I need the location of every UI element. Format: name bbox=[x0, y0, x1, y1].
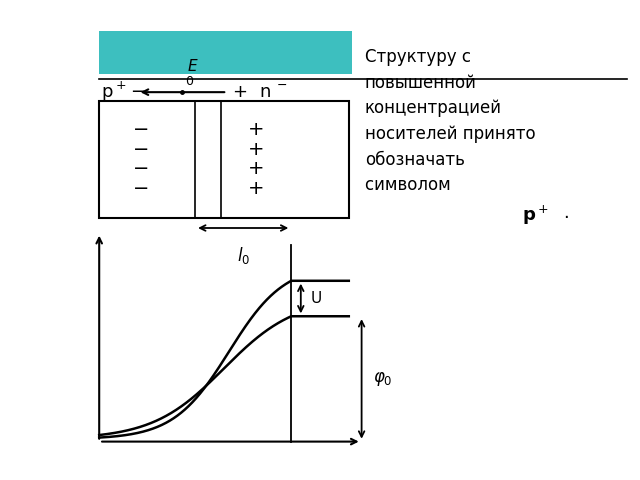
Text: +: + bbox=[248, 159, 264, 179]
Text: Структуру с
повышенной
концентрацией
носителей принято
обозначать
символом: Структуру с повышенной концентрацией нос… bbox=[365, 48, 536, 194]
Text: +: + bbox=[248, 179, 264, 198]
Text: p: p bbox=[101, 83, 113, 101]
Text: −: − bbox=[276, 79, 287, 93]
Text: +: + bbox=[116, 79, 127, 93]
Text: −: − bbox=[132, 159, 149, 179]
Text: 0: 0 bbox=[186, 75, 193, 88]
Text: E: E bbox=[187, 60, 197, 74]
Text: $l_0$: $l_0$ bbox=[237, 245, 250, 266]
Text: −: − bbox=[132, 120, 149, 139]
Text: −: − bbox=[130, 83, 145, 101]
Bar bbox=[99, 31, 352, 74]
Text: U: U bbox=[310, 291, 322, 306]
Text: −: − bbox=[132, 179, 149, 198]
Text: $\mathbf{p}^+$: $\mathbf{p}^+$ bbox=[522, 204, 548, 228]
Text: +: + bbox=[248, 120, 264, 139]
Bar bbox=[99, 101, 349, 218]
Text: +: + bbox=[232, 83, 248, 101]
Text: +: + bbox=[248, 140, 264, 159]
Text: .: . bbox=[563, 204, 569, 222]
Text: n: n bbox=[259, 83, 271, 101]
Text: $\varphi_0$: $\varphi_0$ bbox=[373, 370, 393, 388]
Text: −: − bbox=[132, 140, 149, 159]
